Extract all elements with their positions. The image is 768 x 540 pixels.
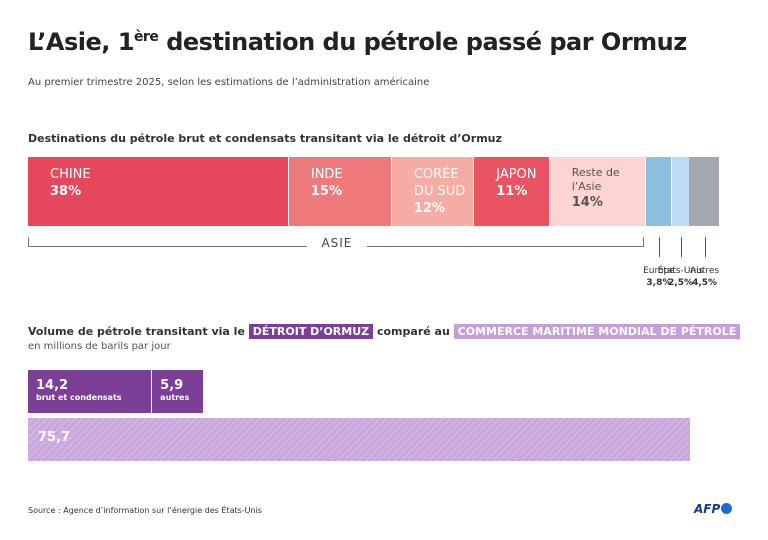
segment-value: 11% <box>496 184 528 199</box>
small-label: Autres 4,5% <box>680 265 730 289</box>
bar-segment <box>645 157 671 226</box>
leader-line <box>680 237 682 257</box>
segment-label: Reste de l’Asie <box>571 166 620 193</box>
bar-segment: INDE 15% <box>288 157 391 226</box>
title-text: destination du pétrole passé par Ormuz <box>158 28 687 56</box>
category-label: États-Unis <box>657 266 704 276</box>
chart: 14,2 brut et condensats 5,9 autres 75,7 <box>28 370 728 462</box>
title-pill: DÉTROIT D’ORMUZ <box>248 324 374 339</box>
bar-segment <box>689 157 719 226</box>
bar-segment: Reste de l’Asie 14% <box>549 157 645 226</box>
bar: 14,2 brut et condensats <box>28 370 152 413</box>
series-name: autres <box>160 393 190 402</box>
leader-line <box>704 237 706 257</box>
bar-segment: JAPON 11% <box>474 157 549 226</box>
value-label: 14,2 <box>36 378 69 393</box>
segment-value: 15% <box>310 184 342 199</box>
segment-value: 38% <box>50 184 82 199</box>
bar-segment: CHINE 38% <box>28 157 288 226</box>
segment-label: CHINE <box>50 167 91 182</box>
bar: 75,7 <box>28 418 690 461</box>
title-sup: ère <box>133 29 159 45</box>
title-part: Volume de pétrole transitant via le <box>28 325 245 338</box>
title-text: L’Asie, 1 <box>28 28 134 56</box>
chart: CHINE 38% INDE 15% CORÉE DU SUD 12% JAPON 11% Re… <box>28 157 720 307</box>
value-label: 4,5% <box>692 278 718 288</box>
series-name: brut et condensats <box>36 393 122 402</box>
subtitle: Au premier trimestre 2025, selon les est… <box>28 77 430 88</box>
value-label: 3,8% <box>646 278 672 288</box>
category-label: Europe <box>643 266 675 276</box>
title: L’Asie, 1ère destination du pétrole pass… <box>28 28 687 56</box>
category-label: Autres <box>689 266 720 276</box>
bar-segment <box>671 157 694 226</box>
title-pill: COMMERCE MARITIME MONDIAL DE PÉTROLE <box>453 324 741 339</box>
value-label: 75,7 <box>38 430 71 445</box>
title-part: comparé au <box>376 325 450 338</box>
leader-line <box>658 237 660 257</box>
chart-title: Destinations du pétrole brut et condensa… <box>28 132 502 145</box>
segment-value: 14% <box>571 195 603 210</box>
small-label: États-Unis 2,5% <box>656 265 706 289</box>
segment-value: 12% <box>413 201 445 216</box>
logo-dot <box>721 503 733 514</box>
chart-subtitle: en millions de barils par jour <box>28 341 171 352</box>
source: Source : Agence d’information sur l’éner… <box>28 506 262 515</box>
logo-text: AFP <box>694 502 721 516</box>
segment-label: JAPON <box>496 167 537 182</box>
value-label: 5,9 <box>160 378 184 393</box>
logo: AFP <box>694 502 733 516</box>
value-label: 2,5% <box>668 278 693 288</box>
bar-segment: CORÉE DU SUD 12% <box>391 157 474 226</box>
chart-title: Volume de pétrole transitant via le DÉTR… <box>28 324 741 339</box>
bar: 5,9 autres <box>152 370 203 413</box>
segment-label: CORÉE DU SUD <box>413 167 466 199</box>
group-label: ASIE <box>306 236 367 250</box>
small-label: Europe 3,8% <box>634 265 684 289</box>
segment-label: INDE <box>310 167 343 182</box>
